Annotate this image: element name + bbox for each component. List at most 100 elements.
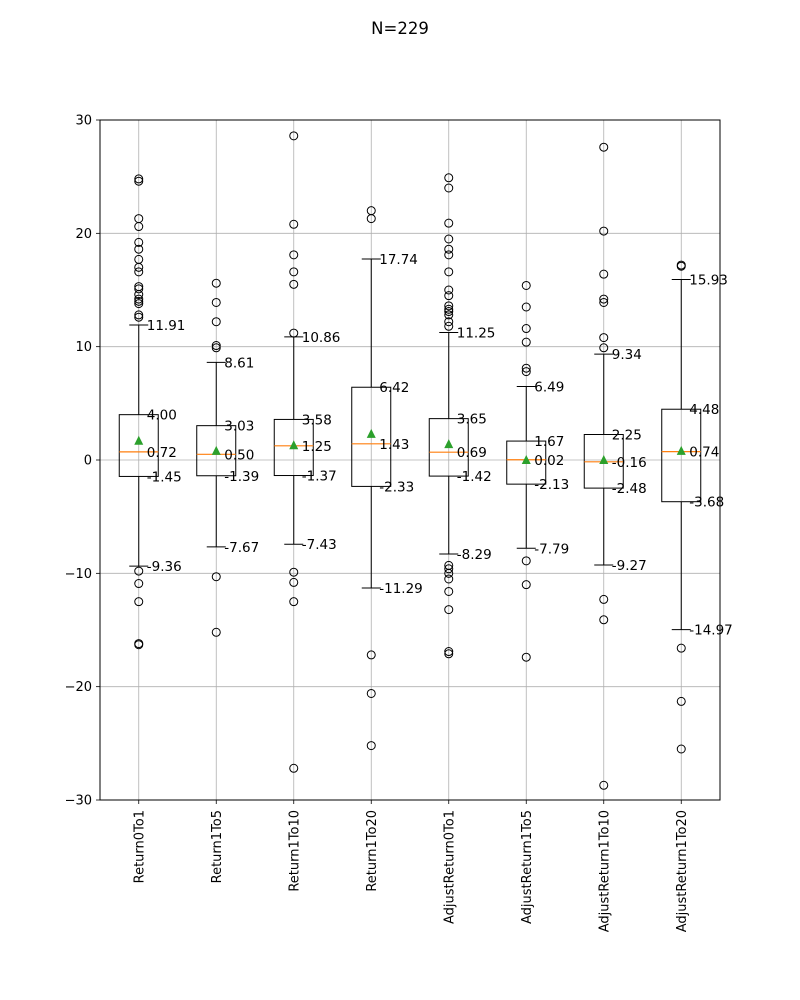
q3-label: 3.65 bbox=[457, 412, 487, 428]
mean-marker bbox=[444, 439, 454, 449]
outlier-point bbox=[444, 285, 454, 295]
outlier-point bbox=[134, 579, 144, 589]
box-group: 11.25 3.65 0.69 -1.42 -8.29 bbox=[428, 173, 495, 659]
outlier-point bbox=[134, 640, 144, 650]
outlier-point bbox=[444, 250, 454, 260]
median-label: 1.25 bbox=[302, 439, 332, 455]
q1-label: -2.13 bbox=[534, 477, 569, 493]
x-tick-label: AdjustReturn1To20 bbox=[675, 810, 690, 932]
outlier-point bbox=[134, 566, 144, 576]
chart-title: N=229 bbox=[371, 19, 429, 38]
outlier-point bbox=[289, 763, 299, 773]
outlier-point bbox=[444, 649, 454, 659]
outlier-point bbox=[289, 597, 299, 607]
box-series: 11.91 4.00 0.72 -1.45 -9.36 8.61 3.03 0.50 -1.39… bbox=[118, 131, 733, 790]
y-tick-label: 10 bbox=[75, 340, 92, 355]
mean-marker bbox=[366, 428, 376, 438]
outlier-point bbox=[134, 244, 144, 254]
outlier-point bbox=[599, 142, 609, 152]
outlier-point bbox=[521, 280, 531, 290]
outlier-point bbox=[599, 343, 609, 353]
lower-whisker-label: -9.36 bbox=[147, 559, 182, 575]
lower-whisker-label: -14.97 bbox=[689, 623, 733, 639]
outlier-point bbox=[599, 297, 609, 307]
outlier-point bbox=[366, 688, 376, 698]
outlier-point bbox=[211, 343, 221, 353]
x-tick-label: Return0To1 bbox=[132, 810, 147, 883]
outlier-point bbox=[211, 627, 221, 637]
x-tick-label: Return1To20 bbox=[365, 810, 380, 892]
outlier-point bbox=[599, 269, 609, 279]
q3-label: 3.03 bbox=[224, 419, 254, 435]
upper-whisker-label: 8.61 bbox=[224, 355, 254, 371]
outlier-point bbox=[521, 337, 531, 347]
outlier-point bbox=[289, 279, 299, 289]
outlier-point bbox=[134, 310, 144, 320]
y-tick-label: −10 bbox=[65, 567, 92, 582]
outlier-point bbox=[211, 278, 221, 288]
outlier-point bbox=[521, 324, 531, 334]
median-label: 0.50 bbox=[224, 447, 254, 463]
lower-whisker-label: -7.67 bbox=[224, 540, 259, 556]
outlier-point bbox=[521, 556, 531, 566]
outlier-point bbox=[134, 294, 144, 304]
outlier-point bbox=[521, 367, 531, 377]
outlier-point bbox=[134, 267, 144, 277]
outlier-point bbox=[599, 294, 609, 304]
q3-label: 3.58 bbox=[302, 412, 332, 428]
outlier-point bbox=[211, 317, 221, 327]
outlier-point bbox=[134, 222, 144, 232]
q1-label: -3.68 bbox=[689, 495, 724, 511]
mean-marker bbox=[211, 445, 221, 455]
outlier-point bbox=[521, 652, 531, 662]
upper-whisker-label: 6.49 bbox=[534, 379, 564, 395]
outlier-point bbox=[521, 580, 531, 590]
outlier-point bbox=[211, 341, 221, 351]
outlier-point bbox=[289, 250, 299, 260]
outlier-point bbox=[134, 237, 144, 247]
mean-marker bbox=[676, 445, 686, 455]
x-axis: Return0To1 Return1To5 Return1To10 Return1To… bbox=[132, 800, 690, 932]
outlier-point bbox=[134, 262, 144, 272]
outlier-point bbox=[599, 333, 609, 343]
median-label: 0.74 bbox=[689, 445, 719, 461]
q3-label: 4.00 bbox=[147, 408, 177, 424]
x-tick-label: AdjustReturn0To1 bbox=[442, 810, 457, 924]
outlier-point bbox=[444, 173, 454, 183]
median-label: 0.02 bbox=[534, 453, 564, 469]
y-tick-label: −30 bbox=[65, 794, 92, 809]
y-tick-label: 30 bbox=[75, 114, 92, 129]
outlier-point bbox=[444, 574, 454, 584]
outlier-point bbox=[521, 363, 531, 373]
x-tick-label: AdjustReturn1To10 bbox=[597, 810, 612, 932]
box-group: 9.34 2.25 -0.16 -2.48 -9.27 bbox=[583, 142, 647, 790]
outlier-point bbox=[211, 572, 221, 582]
median-label: 0.69 bbox=[457, 445, 487, 461]
outlier-point bbox=[444, 307, 454, 317]
mean-marker bbox=[134, 435, 144, 445]
outlier-point bbox=[444, 605, 454, 615]
outlier-point bbox=[444, 304, 454, 314]
outlier-point bbox=[134, 296, 144, 306]
y-tick-label: −20 bbox=[65, 680, 92, 695]
outlier-point bbox=[444, 244, 454, 254]
outlier-point bbox=[289, 328, 299, 338]
outlier-point bbox=[599, 615, 609, 625]
outlier-point bbox=[444, 564, 454, 574]
outlier-point bbox=[676, 261, 686, 271]
lower-whisker-label: -9.27 bbox=[612, 558, 647, 574]
q1-label: -1.45 bbox=[147, 469, 182, 485]
outlier-point bbox=[444, 321, 454, 331]
outlier-point bbox=[289, 219, 299, 229]
median-label: 1.43 bbox=[379, 437, 409, 453]
box-group: 10.86 3.58 1.25 -1.37 -7.43 bbox=[273, 131, 340, 773]
outlier-point bbox=[211, 297, 221, 307]
iqr-box bbox=[118, 414, 159, 477]
outlier-point bbox=[134, 312, 144, 322]
outlier-point bbox=[676, 744, 686, 754]
mean-marker bbox=[289, 440, 299, 450]
outlier-point bbox=[289, 577, 299, 587]
outlier-point bbox=[444, 586, 454, 596]
outlier-point bbox=[444, 267, 454, 277]
